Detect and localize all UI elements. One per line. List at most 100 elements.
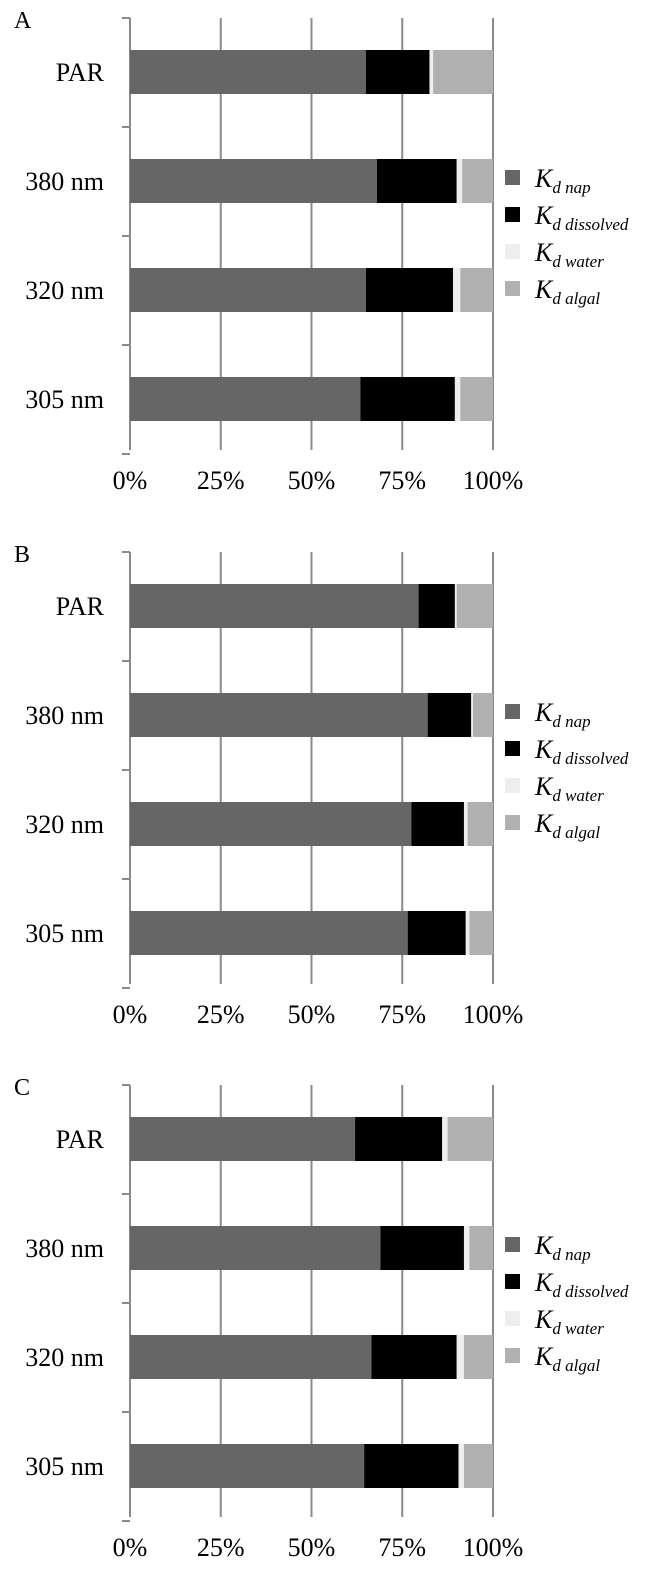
legend-subscript: d dissolved [552, 215, 629, 234]
legend-symbol: K [534, 1231, 554, 1260]
bar-segment-algal [473, 693, 493, 737]
legend-symbol: K [534, 164, 554, 193]
legend-swatch-dissolved [505, 1274, 520, 1289]
x-tick-label: 100% [463, 1533, 524, 1562]
legend-entry-nap: Kd nap [534, 698, 591, 731]
legend-symbol: K [534, 809, 554, 838]
bar-segment-nap [130, 1444, 365, 1488]
bar-segment-dissolved [380, 1226, 464, 1270]
bar-segment-water [456, 1335, 464, 1379]
bar-segment-dissolved [418, 584, 455, 628]
legend-entry-dissolved: Kd dissolved [534, 735, 629, 768]
legend-entry-water: Kd water [534, 238, 604, 271]
bar-segment-nap [130, 1226, 381, 1270]
legend-symbol: K [534, 1342, 554, 1371]
legend-entry-algal: Kd algal [534, 275, 600, 308]
bar-segment-dissolved [365, 268, 454, 312]
bar-segment-dissolved [407, 911, 466, 955]
bar-segment-algal [463, 1335, 493, 1379]
bar-segment-water [463, 802, 468, 846]
legend-subscript: d dissolved [552, 749, 629, 768]
x-tick-label: 75% [378, 466, 426, 495]
bar-segment-dissolved [355, 1117, 443, 1161]
x-tick-label: 100% [463, 466, 524, 495]
legend-subscript: d algal [552, 289, 600, 308]
category-label: PAR [56, 58, 105, 87]
legend-subscript: d algal [552, 1356, 600, 1375]
category-label: PAR [56, 592, 105, 621]
bar-segment-water [429, 50, 434, 94]
chart-panel-b: B PAR 380 nm 320 nm 305 nm 0% 25% 50% 75% 100% Kd … [14, 542, 629, 1029]
chart-panel-a: A PAR 380 nm 320 nm 305 nm 0% 25% 50% 75% 100% Kd … [14, 8, 629, 495]
x-tick-label: 50% [288, 1000, 336, 1029]
bar-segment-nap [130, 268, 366, 312]
legend-swatch-nap [505, 1237, 520, 1252]
category-label: 380 nm [25, 701, 104, 730]
bar-segment-nap [130, 1335, 372, 1379]
bar-segment-algal [462, 159, 493, 203]
panel-label: B [14, 542, 30, 568]
x-tick-label: 100% [463, 1000, 524, 1029]
bar-segment-nap [130, 584, 419, 628]
legend-symbol: K [534, 1305, 554, 1334]
legend-entry-nap: Kd nap [534, 164, 591, 197]
legend-symbol: K [534, 772, 554, 801]
legend-swatch-algal [505, 281, 520, 296]
category-label: PAR [56, 1125, 105, 1154]
x-tick-label: 75% [378, 1000, 426, 1029]
legend-swatch-water [505, 244, 520, 259]
x-tick-label: 0% [113, 1000, 148, 1029]
x-tick-label: 25% [197, 1000, 245, 1029]
legend-entry-algal: Kd algal [534, 809, 600, 842]
legend-symbol: K [534, 275, 554, 304]
x-tick-label: 50% [288, 1533, 336, 1562]
x-tick-label: 25% [197, 1533, 245, 1562]
legend-entry-water: Kd water [534, 1305, 604, 1338]
bar-segment-water [458, 1444, 464, 1488]
bar-segment-algal [463, 1444, 493, 1488]
category-label: 305 nm [25, 1452, 104, 1481]
category-label: 305 nm [25, 919, 104, 948]
category-label: 305 nm [25, 385, 104, 414]
legend-entry-water: Kd water [534, 772, 604, 805]
bar-segment-algal [433, 50, 493, 94]
x-tick-label: 0% [113, 466, 148, 495]
legend-symbol: K [534, 201, 554, 230]
legend-subscript: d dissolved [552, 1282, 629, 1301]
legend-subscript: d water [552, 786, 604, 805]
bar-segment-nap [130, 159, 377, 203]
bar-segment-nap [130, 1117, 356, 1161]
bar-segment-algal [456, 584, 493, 628]
bar-segment-algal [469, 911, 493, 955]
bar-segment-water [454, 377, 461, 421]
bar-segment-dissolved [364, 1444, 459, 1488]
bar-segment-nap [130, 693, 428, 737]
legend-subscript: d water [552, 252, 604, 271]
bar-segment-water [453, 268, 461, 312]
bar-segment-algal [460, 377, 493, 421]
legend-swatch-water [505, 778, 520, 793]
legend-swatch-water [505, 1311, 520, 1326]
bar-segment-water [454, 584, 457, 628]
legend-entry-nap: Kd nap [534, 1231, 591, 1264]
bar-segment-dissolved [371, 1335, 457, 1379]
category-label: 380 nm [25, 1234, 104, 1263]
bar-segment-dissolved [411, 802, 464, 846]
category-label: 320 nm [25, 1343, 104, 1372]
chart-panel-c: C PAR 380 nm 320 nm 305 nm 0% 25% 50% 75% 100% Kd … [14, 1075, 629, 1562]
bar-segment-dissolved [360, 377, 455, 421]
legend-subscript: d nap [552, 712, 590, 731]
x-tick-label: 0% [113, 1533, 148, 1562]
bar-segment-algal [469, 1226, 493, 1270]
bar-segment-water [465, 911, 470, 955]
bar-segment-nap [130, 377, 361, 421]
legend-symbol: K [534, 698, 554, 727]
panel-label: C [14, 1075, 30, 1101]
legend-entry-algal: Kd algal [534, 1342, 600, 1375]
category-label: 320 nm [25, 810, 104, 839]
legend-entry-dissolved: Kd dissolved [534, 1268, 629, 1301]
legend-swatch-algal [505, 1348, 520, 1363]
bar-segment-nap [130, 802, 412, 846]
